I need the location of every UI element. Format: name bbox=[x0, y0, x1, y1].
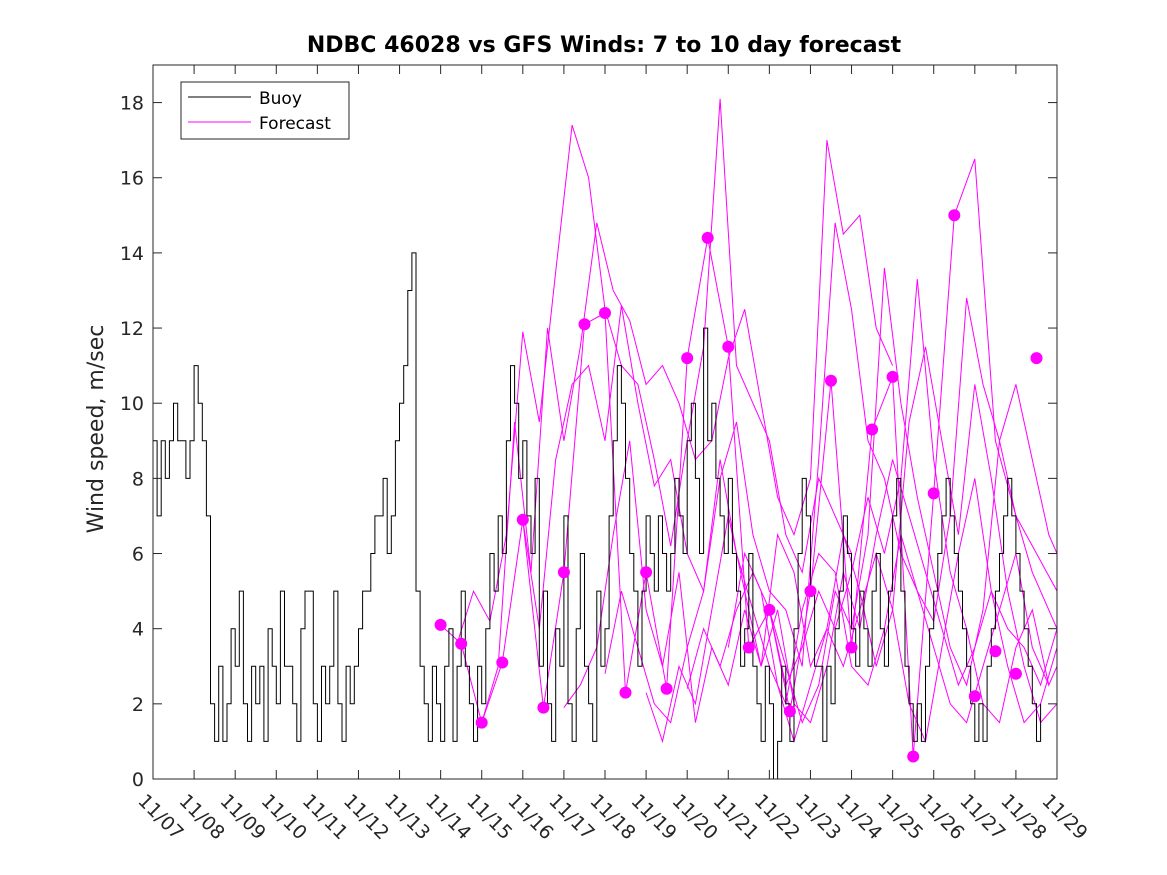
legend: Buoy Forecast bbox=[180, 81, 350, 140]
legend-buoy-label: Buoy bbox=[259, 89, 302, 109]
forecast-marker-point bbox=[989, 645, 1002, 658]
forecast-marker-point bbox=[681, 352, 694, 365]
forecast-marker-point bbox=[1009, 667, 1022, 680]
plot-area: 02468101214161811/0711/0811/0911/1011/11… bbox=[120, 64, 1092, 844]
forecast-series-line-10 bbox=[768, 279, 1057, 724]
forecast-marker-point bbox=[722, 340, 735, 353]
forecast-marker-point bbox=[804, 585, 817, 598]
forecast-marker-point bbox=[701, 231, 714, 244]
y-tick-label: 18 bbox=[120, 93, 144, 115]
forecast-marker-point bbox=[968, 690, 981, 703]
y-tick-label: 6 bbox=[132, 544, 144, 566]
chart-title: NDBC 46028 vs GFS Winds: 7 to 10 day for… bbox=[307, 33, 902, 58]
y-tick-label: 10 bbox=[120, 393, 144, 415]
forecast-marker-point bbox=[475, 716, 488, 729]
forecast-series-line-3 bbox=[481, 140, 894, 723]
forecast-marker-point bbox=[640, 566, 653, 579]
buoy-group bbox=[153, 252, 1042, 779]
forecast-marker-point bbox=[455, 637, 468, 650]
forecast-marker-point bbox=[783, 705, 796, 718]
forecast-marker-point bbox=[948, 209, 961, 222]
forecast-markers bbox=[434, 209, 1043, 763]
forecast-marker-point bbox=[927, 487, 940, 500]
forecast-marker-point bbox=[496, 656, 509, 669]
legend-box bbox=[180, 81, 350, 140]
y-tick-label: 16 bbox=[120, 168, 144, 190]
forecast-marker-point bbox=[619, 686, 632, 699]
forecast-series-line-8 bbox=[686, 267, 1057, 725]
forecast-marker-point bbox=[557, 566, 570, 579]
forecast-marker-point bbox=[866, 423, 879, 436]
forecast-marker-point bbox=[578, 318, 591, 331]
forecast-marker-point bbox=[886, 370, 899, 383]
forecast-marker-point bbox=[825, 374, 837, 387]
forecast-marker-point bbox=[434, 618, 447, 631]
forecast-marker-point bbox=[516, 513, 529, 526]
legend-forecast-label: Forecast bbox=[259, 114, 331, 134]
forecast-series-line-5 bbox=[563, 440, 1057, 744]
y-tick-label: 12 bbox=[120, 318, 144, 340]
forecast-marker-point bbox=[599, 307, 611, 319]
forecast-marker-point bbox=[1030, 352, 1043, 365]
forecast-marker-point bbox=[742, 641, 755, 654]
y-axis-label: Wind speed, m/sec bbox=[84, 325, 109, 534]
forecast-marker-point bbox=[907, 750, 920, 763]
forecast-series-line-2 bbox=[456, 98, 852, 644]
y-tick-label: 0 bbox=[132, 769, 144, 791]
y-tick-label: 14 bbox=[120, 243, 144, 265]
forecast-marker-point bbox=[845, 641, 858, 654]
y-tick-label: 2 bbox=[132, 694, 144, 716]
forecast-marker-point bbox=[660, 682, 673, 695]
y-tick-label: 4 bbox=[132, 619, 144, 641]
buoy-series-line bbox=[153, 252, 1042, 779]
forecast-marker-point bbox=[537, 701, 550, 714]
forecast-marker-point bbox=[763, 603, 776, 616]
y-tick-label: 8 bbox=[132, 468, 144, 490]
